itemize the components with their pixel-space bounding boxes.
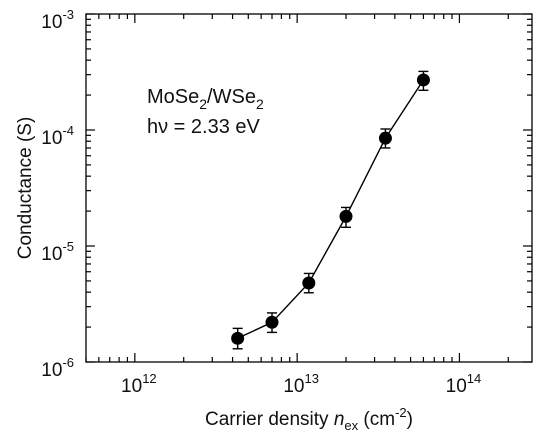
y-tick-label: 10-5 [41,239,74,265]
x-tick-label: 1014 [446,371,482,397]
y-tick-label: 10-6 [41,355,74,381]
data-points [231,73,430,345]
data-point [231,331,245,345]
series-line [237,79,424,339]
data-point [378,131,392,145]
y-axis-title: Conductance (S) [15,117,36,260]
data-point [416,73,430,87]
annotation-line: MoSe2/WSe2 [147,86,264,112]
data-point [302,276,316,290]
tick-labels: 1012 1013 1014 10-6 10-5 10-4 10-3 [41,7,481,397]
axis-ticks [85,13,532,363]
x-tick-label: 1012 [121,371,157,397]
y-tick-label: 10-4 [41,123,74,149]
x-tick-label: 1013 [283,371,319,397]
data-point [339,209,353,223]
error-bars [232,70,429,350]
y-tick-label: 10-3 [41,7,74,33]
data-point [265,315,279,329]
plot-frame [85,13,533,363]
sample-annotation: MoSe2/WSe2 hν = 2.33 eV [147,86,264,138]
x-axis-title: Carrier density nex (cm-2) [205,405,413,433]
annotation-line: hν = 2.33 eV [147,116,261,138]
